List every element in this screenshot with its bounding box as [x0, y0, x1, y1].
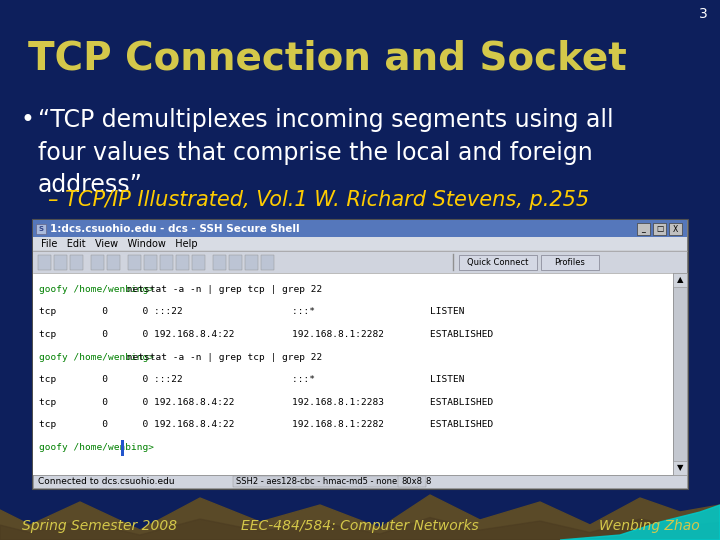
Bar	[70, 255, 83, 270]
Text: tcp        0      0 192.168.8.4:22          192.168.8.1:2282        ESTABLISHED: tcp 0 0 192.168.8.4:22 192.168.8.1:2282 …	[39, 330, 493, 339]
Polygon shape	[560, 505, 720, 540]
Bar	[121, 440, 125, 456]
Bar	[33, 475, 687, 488]
Text: tcp        0      0 :::22                   :::*                    LISTEN: tcp 0 0 :::22 :::* LISTEN	[39, 307, 464, 316]
Bar	[54, 255, 67, 270]
Text: tcp        0      0 :::22                   :::*                    LISTEN: tcp 0 0 :::22 :::* LISTEN	[39, 375, 464, 384]
Text: 3: 3	[699, 7, 708, 21]
Text: ▼: ▼	[677, 463, 683, 472]
Bar	[128, 255, 141, 270]
Text: SSH2 - aes128-cbc - hmac-md5 - none     80x8: SSH2 - aes128-cbc - hmac-md5 - none 80x8	[236, 477, 431, 486]
Text: 1:dcs.csuohio.edu - dcs - SSH Secure Shell: 1:dcs.csuohio.edu - dcs - SSH Secure She…	[50, 224, 300, 233]
Text: Spring Semester 2008: Spring Semester 2008	[22, 519, 177, 533]
Text: netstat -a -n | grep tcp | grep 22: netstat -a -n | grep tcp | grep 22	[121, 285, 322, 294]
Bar	[213, 255, 226, 270]
Bar	[36, 224, 46, 234]
Text: _: _	[642, 225, 645, 233]
Bar	[245, 255, 258, 270]
Text: goofy /home/wenbing>: goofy /home/wenbing>	[39, 353, 154, 362]
Bar	[541, 255, 599, 270]
Text: Profiles: Profiles	[554, 258, 585, 267]
Bar	[459, 255, 537, 270]
Bar	[144, 255, 157, 270]
Text: goofy /home/wenbing>: goofy /home/wenbing>	[39, 285, 154, 294]
Text: Wenbing Zhao: Wenbing Zhao	[599, 519, 700, 533]
Text: X: X	[673, 225, 678, 233]
Text: Quick Connect: Quick Connect	[467, 258, 528, 267]
Bar	[669, 223, 682, 235]
Bar	[233, 476, 418, 487]
Text: EEC-484/584: Computer Networks: EEC-484/584: Computer Networks	[241, 519, 479, 533]
Text: netstat -a -n | grep tcp | grep 22: netstat -a -n | grep tcp | grep 22	[121, 353, 322, 362]
Bar	[673, 273, 687, 475]
Text: tcp        0      0 192.168.8.4:22          192.168.8.1:2282        ESTABLISHED: tcp 0 0 192.168.8.4:22 192.168.8.1:2282 …	[39, 420, 493, 429]
Bar	[32, 219, 688, 489]
Text: “TCP demultiplexes incoming segments using all
four values that comprise the loc: “TCP demultiplexes incoming segments usi…	[38, 108, 613, 197]
Bar	[673, 273, 687, 287]
Bar	[261, 255, 274, 270]
Bar	[229, 255, 242, 270]
Text: tcp        0      0 192.168.8.4:22          192.168.8.1:2283        ESTABLISHED: tcp 0 0 192.168.8.4:22 192.168.8.1:2283 …	[39, 398, 493, 407]
Bar	[673, 461, 687, 475]
Text: – TCP/IP Illustrated, Vol.1 W. Richard Stevens, p.255: – TCP/IP Illustrated, Vol.1 W. Richard S…	[48, 190, 589, 210]
Text: Connected to dcs.csuohio.edu: Connected to dcs.csuohio.edu	[38, 477, 175, 486]
Text: ▲: ▲	[677, 275, 683, 285]
Text: □: □	[656, 225, 663, 233]
Bar	[38, 255, 51, 270]
Bar	[398, 476, 426, 487]
Bar	[33, 237, 687, 251]
Bar	[33, 251, 687, 273]
Bar	[192, 255, 205, 270]
Bar	[637, 223, 650, 235]
Bar	[33, 220, 687, 237]
Bar	[160, 255, 173, 270]
Text: S: S	[38, 226, 43, 232]
Bar	[33, 273, 673, 475]
Text: 80x8: 80x8	[402, 477, 423, 486]
Text: goofy /home/wenbing>: goofy /home/wenbing>	[39, 443, 154, 452]
Bar	[91, 255, 104, 270]
Text: •: •	[20, 108, 34, 132]
Bar	[653, 223, 666, 235]
Bar	[107, 255, 120, 270]
Text: TCP Connection and Socket: TCP Connection and Socket	[28, 40, 626, 78]
Text: File   Edit   View   Window   Help: File Edit View Window Help	[41, 239, 197, 249]
Bar	[176, 255, 189, 270]
